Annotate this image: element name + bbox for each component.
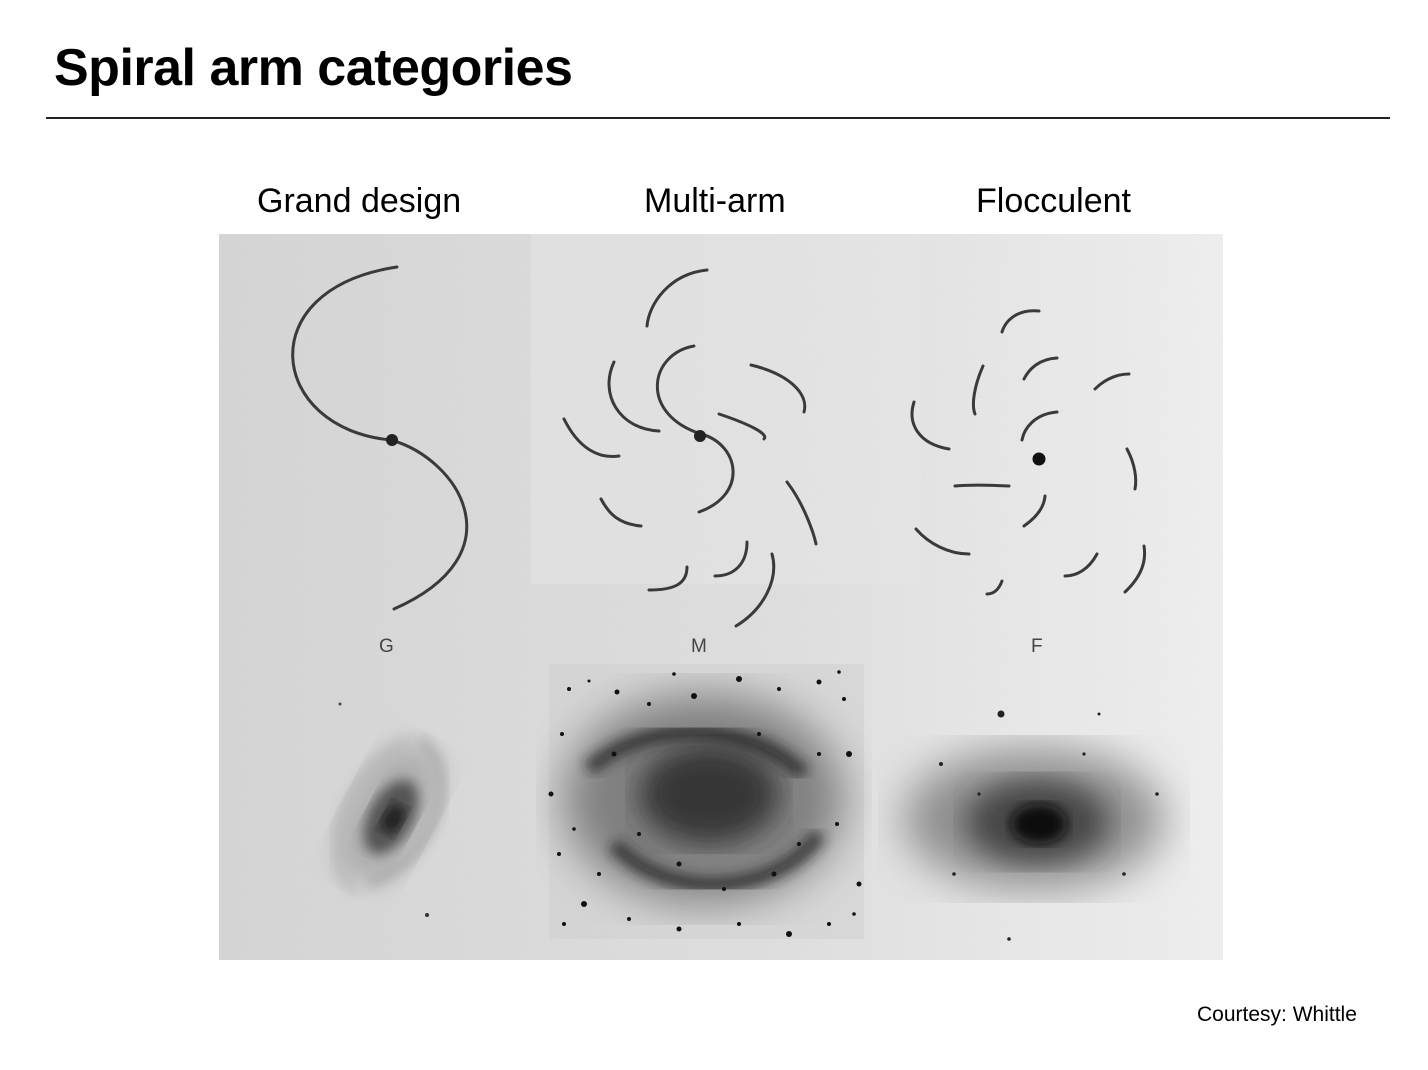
- flocculent-schematic: [910, 309, 1147, 596]
- flocculent-galaxy-photo: [904, 710, 1164, 941]
- title-divider: [46, 117, 1390, 119]
- multi-arm-galaxy-photo: [548, 664, 864, 939]
- image-credit: Courtesy: Whittle: [1197, 1003, 1357, 1026]
- column-label-multi-arm: Multi-arm: [644, 182, 786, 220]
- grand-design-letter: G: [379, 636, 394, 657]
- multi-arm-schematic: [562, 268, 818, 628]
- slide-title: Spiral arm categories: [54, 39, 573, 97]
- spiral-arm-figure: G M F: [219, 234, 1223, 960]
- flocculent-letter: F: [1031, 636, 1043, 657]
- column-label-flocculent: Flocculent: [976, 182, 1131, 220]
- multi-arm-letter: M: [691, 636, 707, 657]
- column-label-grand-design: Grand design: [257, 182, 462, 220]
- grand-design-galaxy-photo: [335, 702, 445, 917]
- grand-design-schematic: [291, 265, 469, 611]
